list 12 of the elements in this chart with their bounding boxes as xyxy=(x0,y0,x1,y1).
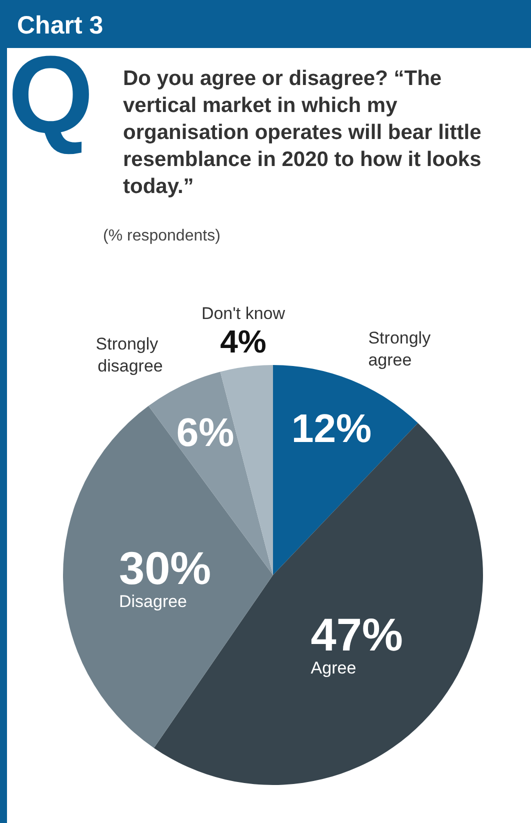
slice-label: Agree xyxy=(310,658,356,678)
data-label: 4% xyxy=(220,324,266,360)
text: (% respondents) xyxy=(103,228,220,244)
data-label: 47% xyxy=(310,608,403,661)
slice-label: Don't know xyxy=(201,304,286,324)
data-label: 30% xyxy=(118,542,212,594)
chart-subtitle: Do you agree or disagree? “The vertical market in which my organisation operates will bear little resemblance in 2020 to how it looks today.” xyxy=(123,67,488,198)
slice-label: Disagree xyxy=(118,592,188,612)
data-label: 6% xyxy=(176,410,234,455)
data-label: 12% xyxy=(292,406,372,451)
slice-label: Strongly agree xyxy=(368,328,436,370)
slice-label: Strongly disagree xyxy=(96,334,163,376)
